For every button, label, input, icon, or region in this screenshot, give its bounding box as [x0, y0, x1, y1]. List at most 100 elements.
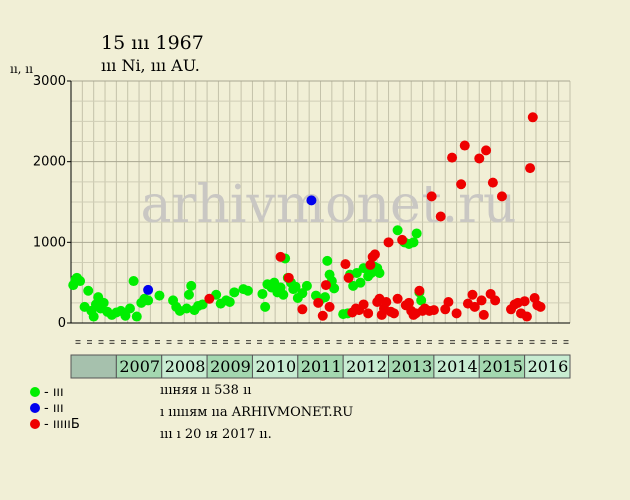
data-point [131, 311, 142, 322]
quarter-label: ıı [448, 339, 458, 344]
data-point [154, 290, 165, 301]
legend-marker [30, 387, 40, 397]
year-label: 2009 [210, 357, 251, 376]
quarter-label: ıı [176, 339, 186, 344]
legend-marker [30, 403, 40, 413]
quarter-label: ıı [380, 339, 390, 344]
data-point [290, 281, 301, 292]
data-point [124, 303, 135, 314]
data-point [469, 301, 480, 312]
data-point [478, 309, 489, 320]
data-point [143, 284, 154, 295]
data-point [496, 191, 507, 202]
data-point [301, 280, 312, 291]
quarter-label: ıı [119, 339, 129, 344]
legend-label: - ııı [44, 385, 64, 400]
legend-marker [30, 419, 40, 429]
data-point [283, 272, 294, 283]
data-point [88, 311, 99, 322]
year-label: 2008 [165, 357, 206, 376]
data-point [358, 299, 369, 310]
quarter-label: ıı [391, 339, 401, 344]
data-point [365, 259, 376, 270]
legend-item: - ıııııБ [30, 417, 80, 432]
quarter-label: ıı [244, 339, 254, 344]
quarter-label: ıı [425, 339, 435, 344]
data-point [474, 153, 485, 164]
quarter-label: ıı [289, 339, 299, 344]
data-point [75, 276, 86, 287]
quarter-label: ıı [527, 339, 537, 344]
y-tick-label: 2000 [33, 155, 66, 170]
data-point [481, 145, 492, 156]
quarter-label: ıı [164, 339, 174, 344]
data-point [317, 310, 328, 321]
info-line: ı ıııııям ııа ARHIVMONET.RU [160, 405, 354, 420]
quarter-label: ıı [85, 339, 95, 344]
data-point [128, 276, 139, 287]
data-point [374, 267, 385, 278]
data-point [476, 295, 487, 306]
quarter-label: ıı [74, 339, 84, 344]
data-point [260, 301, 271, 312]
quarter-label: ıı [312, 339, 322, 344]
data-point [392, 293, 403, 304]
data-point [451, 308, 462, 319]
y-tick-label: 0 [58, 316, 66, 331]
data-point [426, 191, 437, 202]
data-point [525, 163, 536, 174]
quarter-label: ıı [414, 339, 424, 344]
year-label: 2007 [119, 357, 160, 376]
quarter-label: ıı [505, 339, 515, 344]
data-point [397, 234, 408, 245]
y-tick-label: 3000 [33, 74, 66, 89]
data-point [459, 140, 470, 151]
data-point [487, 177, 498, 188]
data-point [369, 249, 380, 260]
data-point [411, 228, 422, 239]
legend-item: - ııı [30, 401, 64, 416]
quarter-label: ıı [335, 339, 345, 344]
data-point [447, 152, 458, 163]
quarter-label: ıı [130, 339, 140, 344]
quarter-label: ıı [369, 339, 379, 344]
year-label: 2010 [255, 357, 296, 376]
year-label: 2016 [528, 357, 569, 376]
year-label: 2012 [346, 357, 387, 376]
quarter-label: ıı [550, 339, 560, 344]
chart-title: 15 ııı 1967 [101, 32, 204, 54]
data-point [120, 310, 131, 321]
data-point [224, 297, 235, 308]
data-point [340, 259, 351, 270]
watermark: arhivmonet.ru [140, 175, 516, 235]
data-point [297, 304, 308, 315]
data-point [388, 308, 399, 319]
quarter-label: ıı [255, 339, 265, 344]
quarter-label: ıı [323, 339, 333, 344]
data-point [383, 237, 394, 248]
data-point [275, 251, 286, 262]
quarter-label: ıı [187, 339, 197, 344]
year-label: 2013 [392, 357, 433, 376]
data-point [278, 289, 289, 300]
quarter-label: ıı [198, 339, 208, 344]
data-point [521, 311, 532, 322]
data-point [324, 301, 335, 312]
info-line: ıııняя ıı 538 ıı [160, 383, 252, 398]
data-point [204, 293, 215, 304]
year-band [524, 354, 571, 379]
quarter-label: ıı [437, 339, 447, 344]
data-point [355, 277, 366, 288]
quarter-label: ıı [300, 339, 310, 344]
quarter-label: ıı [493, 339, 503, 344]
data-point [98, 297, 109, 308]
data-point [183, 289, 194, 300]
quarter-label: ıı [459, 339, 469, 344]
data-point [181, 303, 192, 314]
year-label: 2015 [482, 357, 523, 376]
data-point [229, 287, 240, 298]
legend-item: - ııı [30, 385, 64, 400]
data-point [490, 295, 501, 306]
quarter-label: ıı [403, 339, 413, 344]
